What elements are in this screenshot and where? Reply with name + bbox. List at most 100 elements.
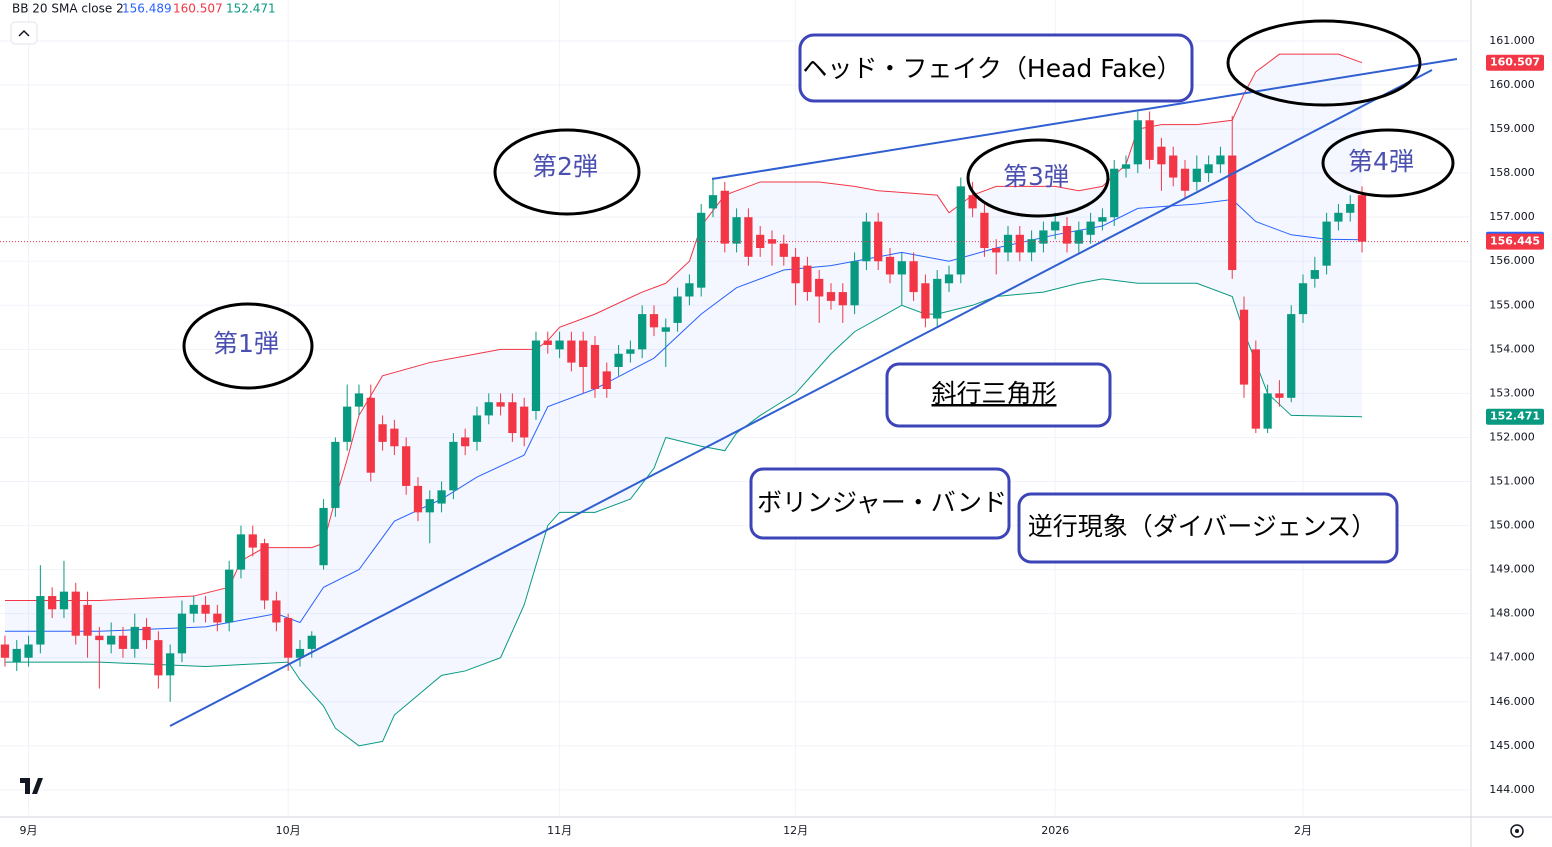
annotation: ボリンジャー・バンド: [757, 488, 1007, 517]
logo: [20, 778, 43, 794]
candle-body: [1062, 225, 1072, 244]
candle-body: [107, 635, 116, 645]
candle-body: [968, 195, 977, 209]
candle-body: [1216, 155, 1225, 165]
candle-body: [661, 327, 670, 332]
candle-body: [815, 278, 824, 297]
candle-body: [862, 221, 871, 262]
y-tick-label: 150.000: [1489, 519, 1535, 532]
y-tick-label: 156.000: [1489, 254, 1535, 267]
candle-body: [1322, 221, 1331, 266]
candle-body: [319, 507, 328, 566]
candle-body: [449, 441, 458, 491]
candle-body: [614, 353, 623, 367]
candle-body: [248, 534, 257, 548]
candle-body: [1051, 221, 1060, 231]
candle-body: [1098, 217, 1107, 222]
candle-body: [1074, 230, 1083, 244]
settings[interactable]: [1510, 824, 1524, 838]
candle-body: [1251, 349, 1260, 429]
candle-body: [1239, 309, 1249, 385]
candle-body: [1357, 195, 1367, 242]
candle-body: [649, 314, 659, 328]
y-tick-label: 144.000: [1489, 783, 1535, 796]
candle-body: [1039, 230, 1048, 244]
price-tag-label: 152.471: [1490, 410, 1540, 423]
annotation: 第4弾: [1348, 147, 1414, 176]
annotation-box: [798, 33, 1194, 103]
candle-body: [803, 265, 812, 293]
candle-body: [83, 604, 92, 636]
candle-body: [1157, 146, 1166, 165]
candle-body: [295, 648, 305, 658]
candles: [0, 111, 1470, 702]
legend-value: 152.471: [226, 2, 276, 16]
candle-body: [756, 234, 765, 249]
annotation-ellipse: [966, 138, 1110, 218]
collapse-icon: [18, 29, 30, 37]
candle-body: [142, 626, 151, 641]
candle-body: [1287, 314, 1296, 398]
candle-body: [59, 591, 69, 610]
y-tick-label: 152.000: [1489, 430, 1535, 443]
y-tick-label: 148.000: [1489, 607, 1535, 620]
annotation: 第2弾: [532, 152, 598, 181]
price-tag: [1486, 408, 1544, 425]
candle-body: [201, 604, 210, 614]
candle-body: [307, 635, 316, 649]
candle-body: [496, 402, 505, 407]
candle-body: [697, 212, 706, 288]
candle-body: [685, 283, 694, 297]
candle-body: [354, 393, 364, 407]
y-tick-label: 159.000: [1489, 122, 1535, 135]
candle-body: [1275, 393, 1284, 398]
candle-body: [885, 256, 895, 275]
candle-body: [1121, 164, 1131, 169]
candle-body: [590, 344, 600, 389]
price-tag: [1486, 54, 1544, 71]
candle-body: [1133, 120, 1142, 165]
lower-trend-line: [169, 69, 1433, 727]
candle-body: [744, 217, 753, 257]
candle-body: [343, 406, 352, 442]
candle-body: [980, 212, 989, 249]
annotation-ellipse: [182, 302, 314, 390]
candle-body: [1204, 164, 1213, 174]
band-line: [4, 199, 1363, 632]
candle-body: [1003, 234, 1013, 253]
y-tick-label: 153.000: [1489, 386, 1535, 399]
candle-body: [555, 340, 564, 350]
candle-body: [579, 340, 588, 367]
candle-body: [48, 596, 57, 610]
candle-body: [602, 371, 611, 389]
y-tick-label: 147.000: [1489, 651, 1535, 664]
candle-body: [177, 613, 187, 654]
candle-body: [1145, 120, 1154, 160]
candle-body: [708, 195, 718, 209]
candle-body: [71, 591, 80, 636]
candle-body: [484, 402, 493, 416]
annotation-ellipse: [1226, 19, 1422, 107]
annotation: 斜行三角形: [931, 379, 1056, 408]
candle-body: [1086, 221, 1095, 235]
candle-body: [1298, 283, 1308, 315]
collapse-button[interactable]: [10, 21, 38, 45]
candle-body: [225, 569, 234, 623]
candle-body: [1228, 155, 1237, 271]
tv-logo: [20, 778, 43, 794]
legend: BB 20 SMA close 2 156.489 160.507 152.47…: [10, 2, 276, 45]
candle-body: [543, 340, 552, 345]
candle-body: [944, 274, 954, 284]
candle-body: [425, 499, 434, 513]
candle-body: [118, 635, 128, 649]
settings-icon[interactable]: [1510, 824, 1524, 838]
candle-body: [1263, 393, 1272, 429]
candle-body: [1027, 239, 1036, 253]
annotation: 第1弾: [213, 329, 279, 358]
candle-body: [166, 653, 175, 676]
annotation-ellipse: [1321, 128, 1455, 198]
candle-body: [956, 186, 965, 275]
price-tag: [1486, 233, 1544, 250]
